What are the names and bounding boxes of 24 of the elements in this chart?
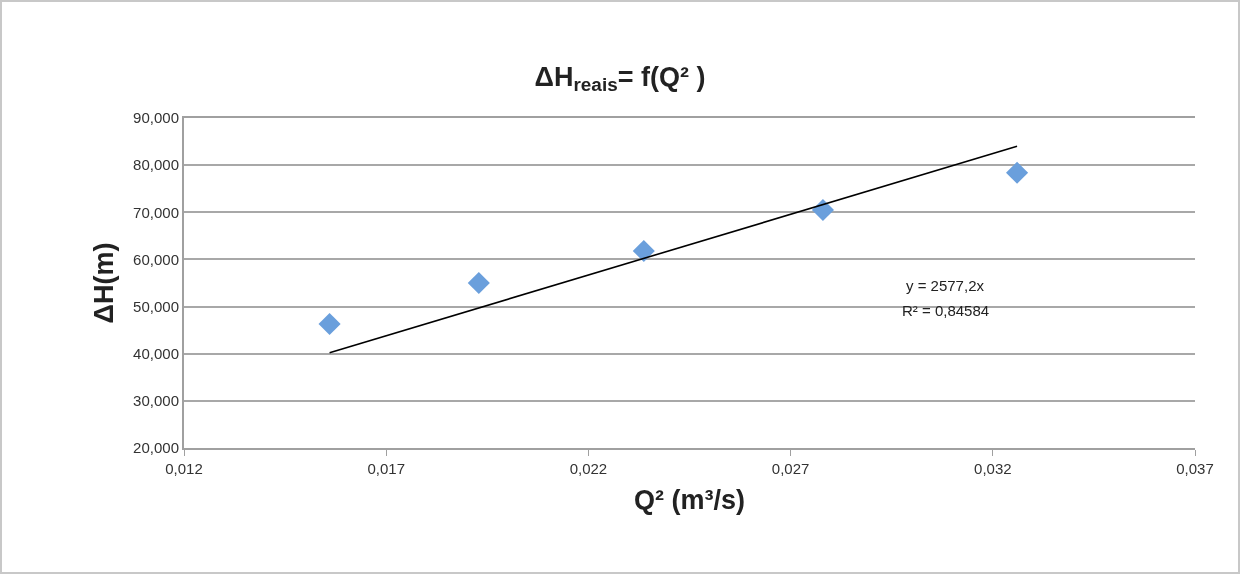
y-axis-title: ΔH(m) (88, 242, 119, 324)
y-tick-label: 80,000 (133, 156, 179, 174)
y-tick-label: 90,000 (133, 109, 179, 127)
y-tick-label: 50,000 (133, 297, 179, 315)
y-tick-label: 40,000 (133, 344, 179, 362)
y-tick-label: 60,000 (133, 250, 179, 268)
y-tick-label: 20,000 (133, 439, 179, 457)
point (467, 271, 490, 295)
x-tick-label: 0,027 (771, 460, 810, 477)
annotation: y = 2577,2x (906, 277, 985, 294)
x-tick-label: 0,012 (165, 460, 203, 477)
x-tick-label: 0,017 (367, 460, 405, 477)
x-tick-label: 0,032 (974, 460, 1012, 477)
point (1006, 161, 1029, 184)
point (318, 312, 341, 336)
point (632, 239, 655, 262)
x-tick-label: 0,037 (1176, 460, 1214, 477)
x-tick-label: 0,022 (569, 460, 608, 477)
point (811, 198, 834, 221)
y-tick-label: 30,000 (133, 392, 179, 410)
chart-title: ΔH$_{reais}$= f(Q² ) (534, 61, 706, 96)
y-tick-label: 70,000 (133, 203, 179, 221)
annotation: R² = 0,84584 (902, 302, 990, 319)
x-axis-title: Q² (m³/s) (634, 484, 745, 515)
